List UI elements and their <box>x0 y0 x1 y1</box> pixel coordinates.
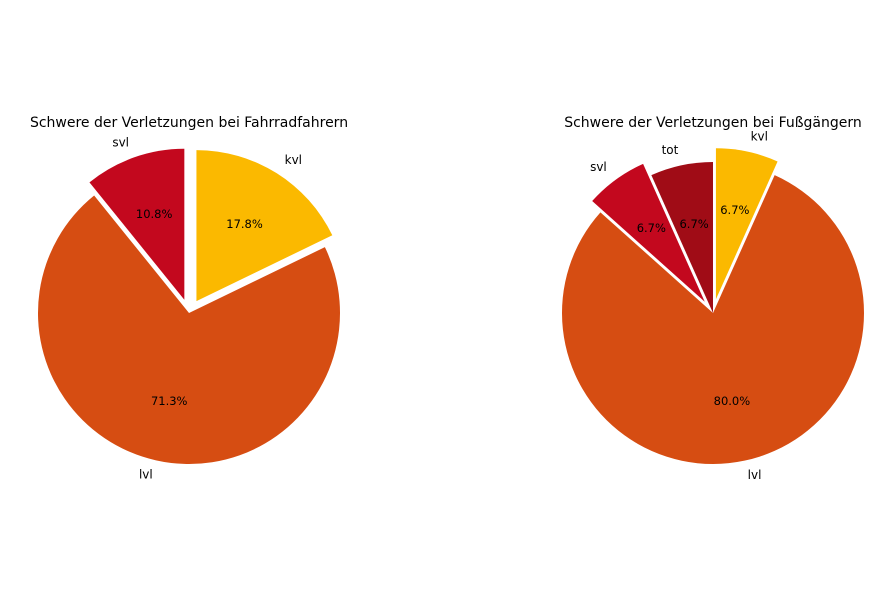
pie-slice-lvl <box>37 195 341 465</box>
slice-percent-label: 6.7% <box>679 217 708 231</box>
slice-label: svl <box>590 160 607 174</box>
slice-percent-label: 6.7% <box>720 203 749 217</box>
pie-slice-lvl <box>562 175 865 464</box>
pie-slice-tot <box>651 162 713 313</box>
slice-label: lvl <box>748 468 762 482</box>
pie-slice-svl <box>592 163 705 302</box>
slice-label: tot <box>662 143 679 157</box>
slice-percent-label: 10.8% <box>136 207 173 221</box>
chart-title: Schwere der Verletzungen bei Fußgängern <box>564 115 862 131</box>
pie-chart-pedestrians: Schwere der Verletzungen bei Fußgängern … <box>562 115 865 482</box>
pie-labels: kvl 6.7% lvl 80.0% svl 6.7% tot 6.7% <box>590 129 768 482</box>
slice-percent-label: 6.7% <box>637 221 666 235</box>
slice-label: lvl <box>139 468 153 482</box>
pie-slice-kvl <box>715 148 778 300</box>
pie-labels: kvl 17.8% lvl 71.3% svl 10.8% <box>112 136 302 482</box>
pie-slice-svl <box>89 148 185 300</box>
pie-slices <box>562 148 865 464</box>
slice-percent-label: 80.0% <box>714 394 751 408</box>
slice-percent-label: 17.8% <box>226 217 263 231</box>
slice-percent-label: 71.3% <box>151 394 188 408</box>
slice-label: kvl <box>285 153 302 167</box>
slice-label: kvl <box>751 129 768 143</box>
chart-title: Schwere der Verletzungen bei Fahrradfahr… <box>30 115 348 131</box>
slice-label: svl <box>112 136 129 150</box>
pie-chart-cyclists: Schwere der Verletzungen bei Fahrradfahr… <box>30 115 348 482</box>
pie-slice-kvl <box>196 150 333 302</box>
pie-slices <box>37 148 341 465</box>
